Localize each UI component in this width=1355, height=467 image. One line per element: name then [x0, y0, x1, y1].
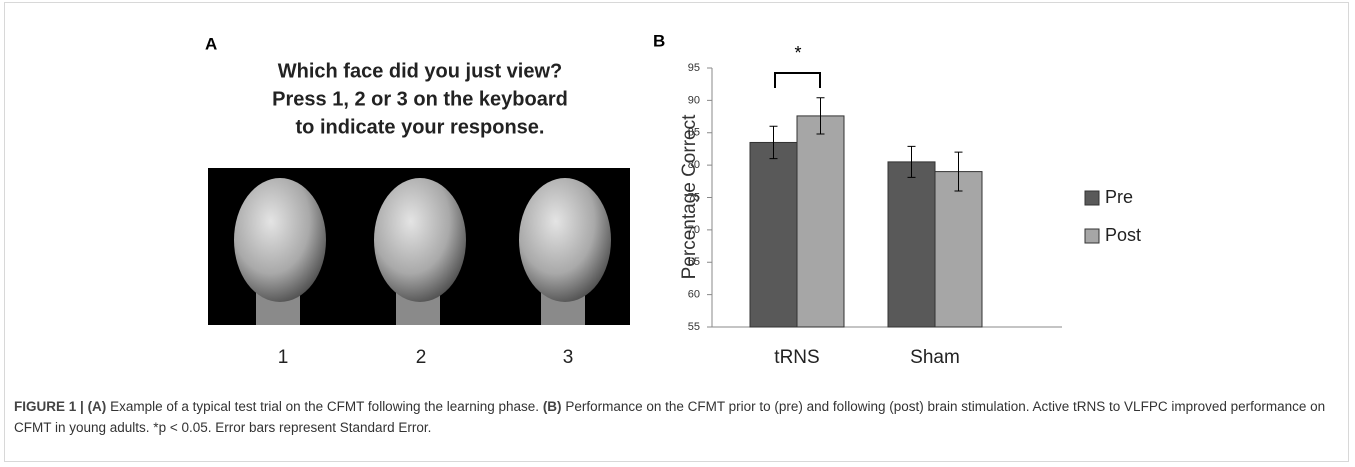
y-tick-label: 95 [688, 62, 700, 74]
panel-label: B [653, 31, 665, 50]
y-tick-label: 60 [688, 289, 700, 301]
choice-label: 1 [278, 347, 289, 368]
y-tick-label: 80 [688, 159, 700, 171]
figure: A Which face did you just view? Press 1,… [0, 0, 1355, 390]
bar [797, 116, 844, 327]
legend-swatch [1085, 191, 1099, 205]
x-tick-label: Sham [910, 347, 960, 368]
significance-bracket [775, 73, 820, 88]
choice-label: 2 [416, 347, 427, 368]
caption: FIGURE 1 | (A) Example of a typical test… [14, 396, 1339, 438]
caption-text: Example of a typical test trial on the C… [110, 399, 539, 414]
y-tick-label: 75 [688, 191, 700, 203]
caption-label: FIGURE 1 | [14, 399, 84, 414]
y-tick-label: 70 [688, 224, 700, 236]
y-tick-label: 90 [688, 94, 700, 106]
caption-tag: (A) [88, 399, 107, 414]
y-tick-label: 85 [688, 127, 700, 139]
bar [888, 162, 935, 327]
prompt-line: to indicate your response. [296, 116, 545, 138]
legend-swatch [1085, 229, 1099, 243]
bar [750, 142, 797, 327]
legend-label: Post [1105, 225, 1141, 245]
prompt-line: Press 1, 2 or 3 on the keyboard [272, 88, 568, 110]
x-tick-label: tRNS [774, 347, 819, 368]
y-tick-label: 55 [688, 321, 700, 333]
caption-tag: (B) [543, 399, 562, 414]
choice-label: 3 [563, 347, 574, 368]
significance-mark: * [794, 43, 801, 63]
panel-label: A [205, 34, 217, 53]
bar [935, 172, 982, 327]
page: A Which face did you just view? Press 1,… [0, 0, 1355, 467]
legend-label: Pre [1105, 187, 1133, 207]
y-tick-label: 65 [688, 256, 700, 268]
prompt-line: Which face did you just view? [278, 60, 562, 82]
